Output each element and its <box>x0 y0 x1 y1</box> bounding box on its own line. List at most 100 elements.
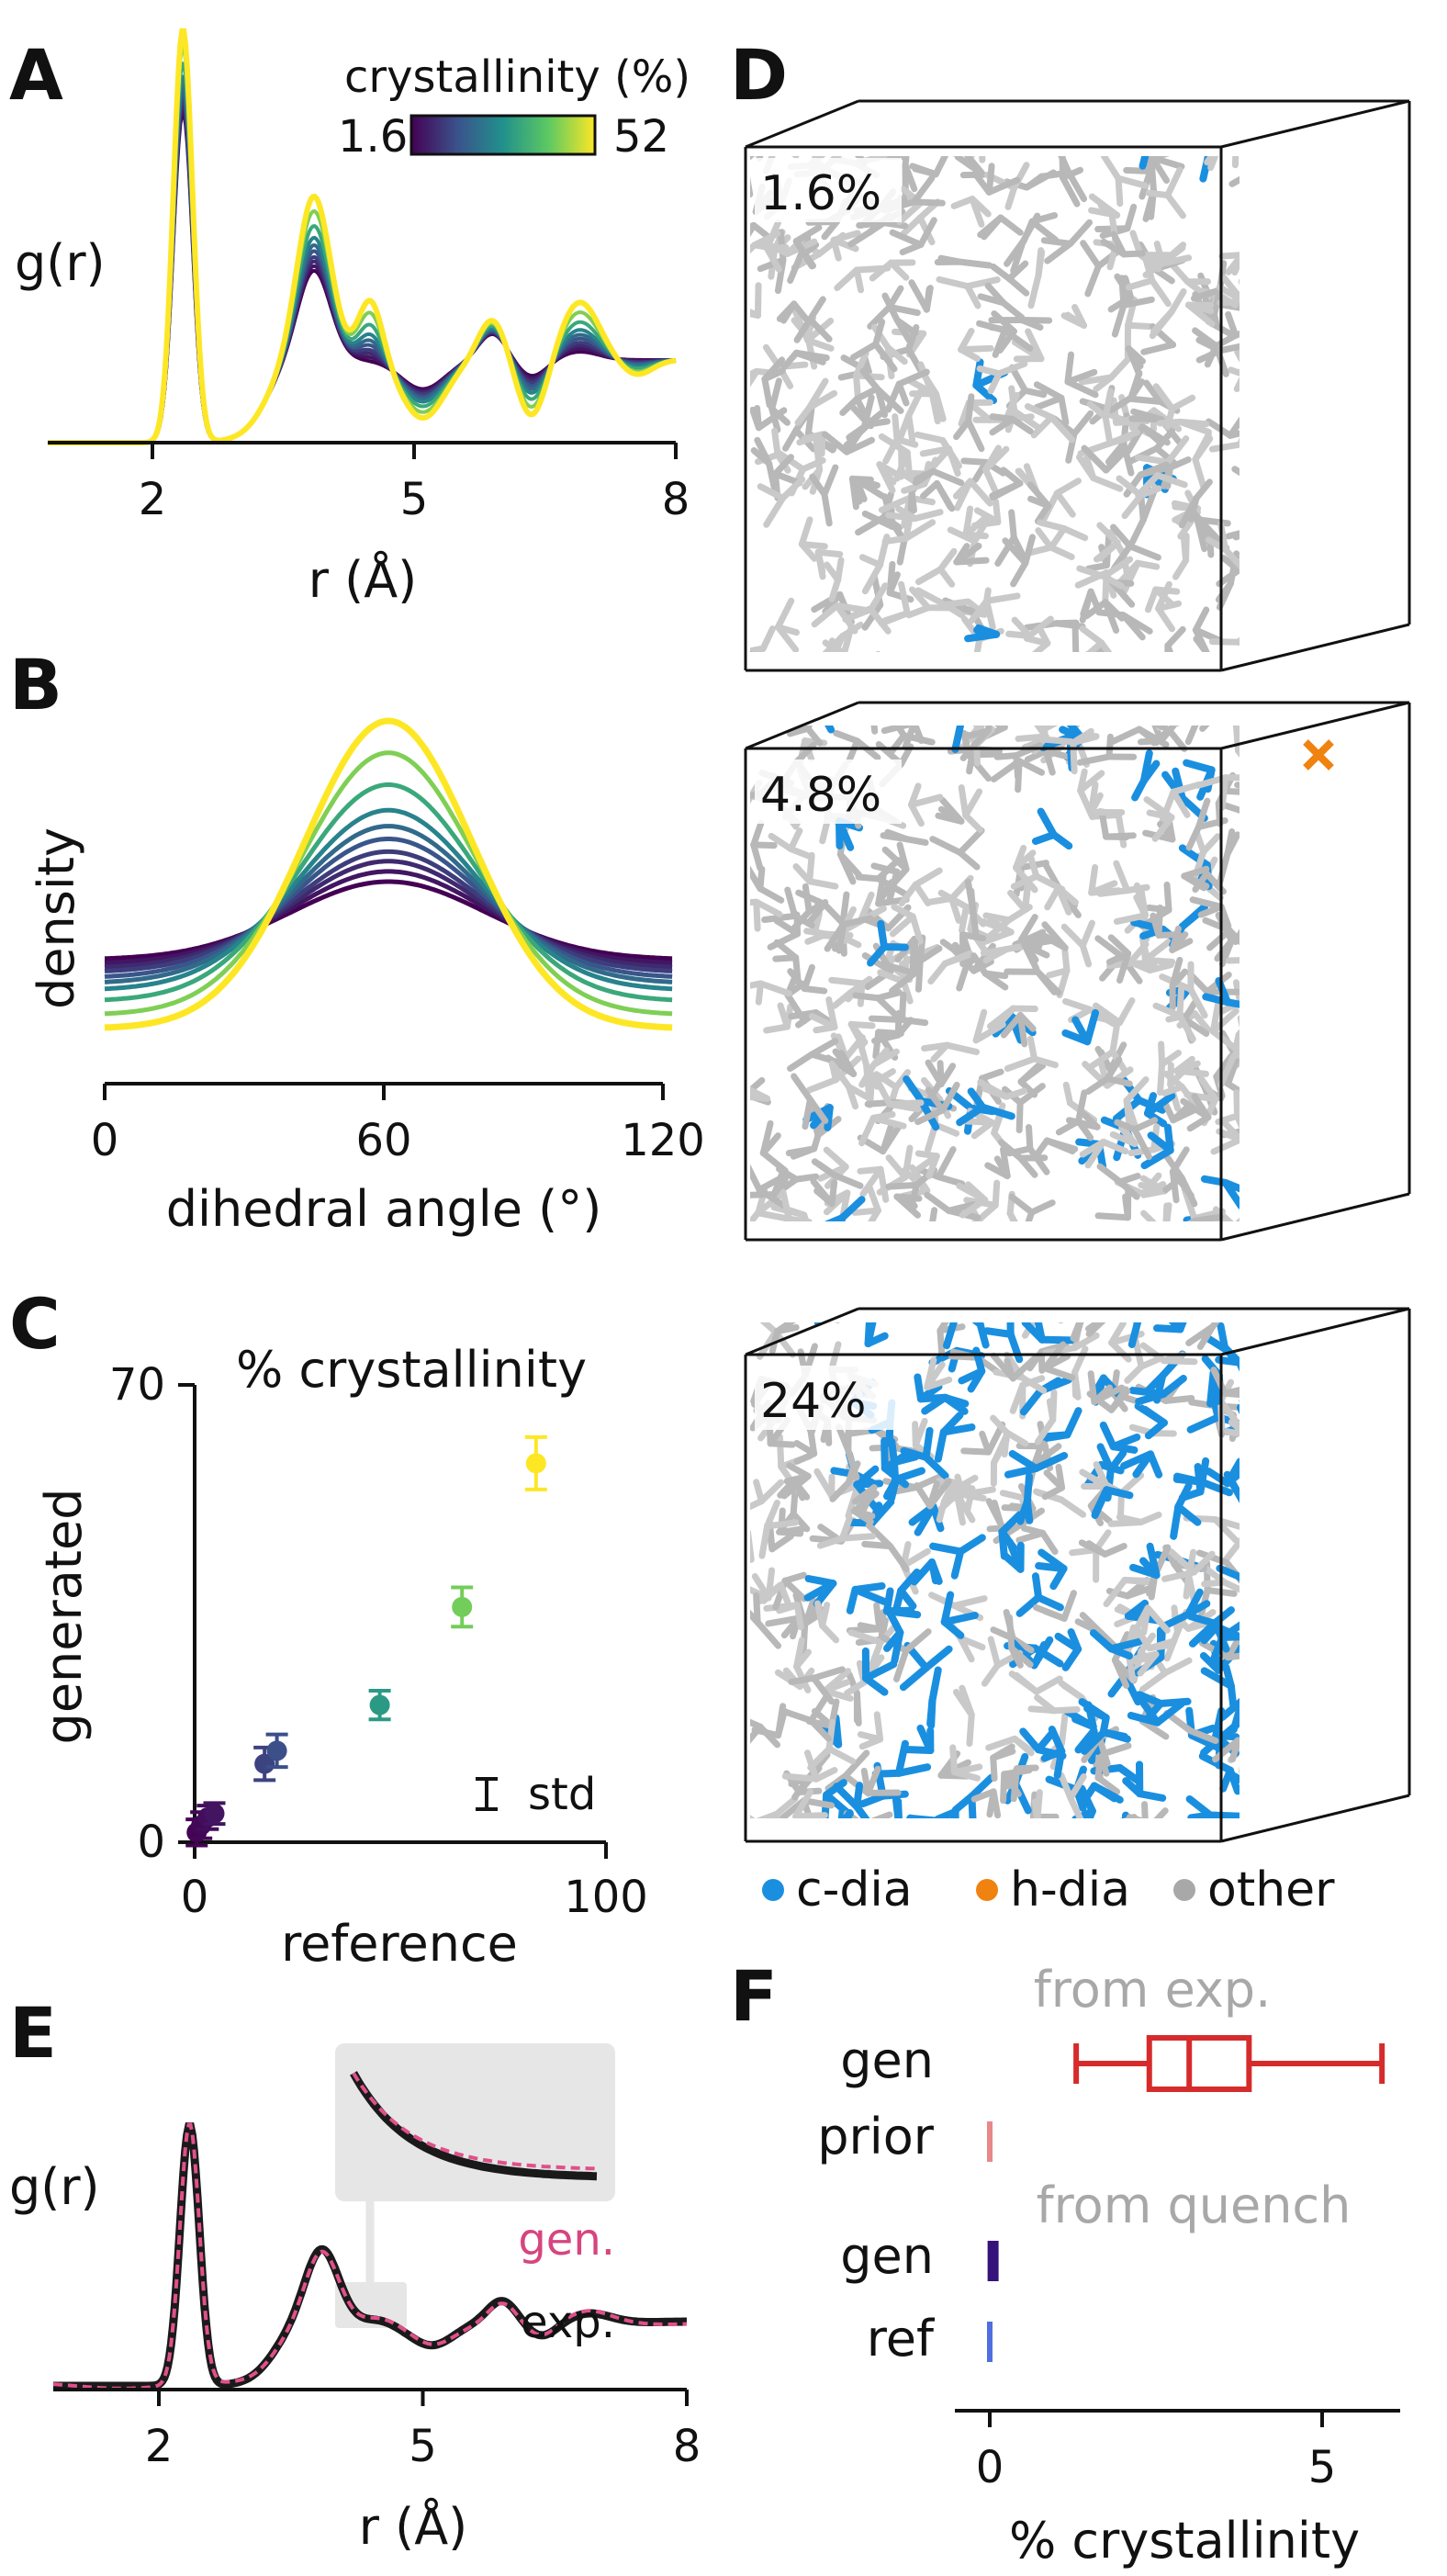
bond <box>1116 997 1136 1027</box>
bond <box>996 106 1016 124</box>
bond <box>1108 1339 1132 1363</box>
bond <box>1105 440 1127 466</box>
bond <box>1020 218 1036 245</box>
bond <box>1208 689 1217 712</box>
bond <box>1023 1472 1033 1505</box>
structure-3-edge-4 <box>745 1307 859 1356</box>
bond <box>969 196 992 218</box>
bond <box>1190 1550 1216 1576</box>
bond <box>922 1645 953 1672</box>
bond <box>1321 215 1327 234</box>
bond <box>1100 573 1125 590</box>
bond <box>1119 1817 1123 1818</box>
bond <box>1307 822 1323 832</box>
bond <box>1033 1675 1063 1695</box>
bond <box>912 165 939 178</box>
bond <box>790 1487 799 1518</box>
bond <box>925 1086 947 1114</box>
bond <box>1041 1484 1066 1501</box>
bond <box>1099 1421 1117 1451</box>
bond <box>971 1322 984 1328</box>
bond <box>1138 1181 1168 1195</box>
bond <box>1258 1713 1270 1741</box>
bond <box>1238 1537 1239 1547</box>
bond <box>1059 1712 1069 1746</box>
bond <box>1298 1171 1311 1192</box>
bond <box>1209 1028 1239 1052</box>
bond <box>1288 601 1308 602</box>
bond <box>1216 1564 1239 1581</box>
bond <box>934 479 954 511</box>
bond <box>1318 1367 1335 1388</box>
e-xlabel: r (Å) <box>359 2497 467 2556</box>
bond <box>757 483 787 501</box>
bond <box>1017 1062 1047 1086</box>
bond <box>998 1511 1024 1536</box>
bond <box>1149 276 1172 308</box>
bond <box>792 238 815 270</box>
bond <box>1280 292 1284 315</box>
bond <box>1289 1003 1307 1018</box>
bond <box>1074 1727 1098 1754</box>
bond <box>1348 1728 1366 1753</box>
bond <box>939 436 962 469</box>
bond <box>999 105 1005 128</box>
bond <box>1324 972 1339 991</box>
bond <box>959 1491 987 1502</box>
bond <box>1109 1433 1141 1451</box>
bond <box>958 1367 986 1385</box>
bond <box>1251 644 1274 651</box>
bond <box>1220 275 1239 302</box>
bond <box>964 283 981 309</box>
bond <box>859 1165 884 1198</box>
bond <box>877 919 888 951</box>
bond <box>1010 238 1026 275</box>
legend-label-h-dia: h-dia <box>1010 1862 1130 1918</box>
bond <box>997 214 1024 236</box>
bond <box>1174 1482 1193 1511</box>
bond <box>1225 1652 1239 1661</box>
bond <box>905 1814 914 1818</box>
c-xtick-label-0: 0 <box>181 1872 209 1923</box>
bond <box>1120 296 1155 309</box>
bond <box>886 571 901 597</box>
bond <box>1321 420 1326 444</box>
bond <box>1244 783 1264 793</box>
bond <box>807 1745 833 1772</box>
bond <box>1131 1126 1152 1161</box>
bond <box>1058 1496 1087 1518</box>
bond <box>983 592 1021 604</box>
bond <box>1259 960 1261 987</box>
bond <box>755 980 764 1006</box>
structure-2-label: 4.8% <box>760 768 881 823</box>
bond <box>847 229 873 248</box>
bond <box>1326 1462 1341 1483</box>
bond <box>851 1581 886 1593</box>
bond <box>831 1172 864 1189</box>
bond <box>1101 1543 1127 1558</box>
bond <box>1254 1103 1255 1128</box>
bond <box>1273 464 1299 465</box>
bond <box>1189 1839 1195 1862</box>
bond <box>1309 1369 1330 1389</box>
bond <box>1208 441 1239 453</box>
bond <box>1303 554 1320 578</box>
c-points <box>185 1434 547 1848</box>
bond <box>1310 1142 1316 1164</box>
bond <box>1307 1191 1310 1210</box>
bond <box>793 1602 804 1631</box>
bond <box>1156 107 1166 129</box>
bond <box>1235 1227 1238 1251</box>
bond <box>858 1736 884 1750</box>
bond <box>1235 636 1239 646</box>
bond <box>1336 1187 1353 1207</box>
bond <box>1295 1785 1307 1806</box>
bond <box>793 710 818 715</box>
bond <box>1158 1041 1166 1068</box>
a-tick-label-5: 5 <box>400 474 429 525</box>
bond <box>1169 938 1194 953</box>
bond <box>1252 1410 1269 1422</box>
bond <box>1313 1743 1329 1765</box>
bond <box>1284 1285 1289 1310</box>
bond <box>772 954 800 962</box>
